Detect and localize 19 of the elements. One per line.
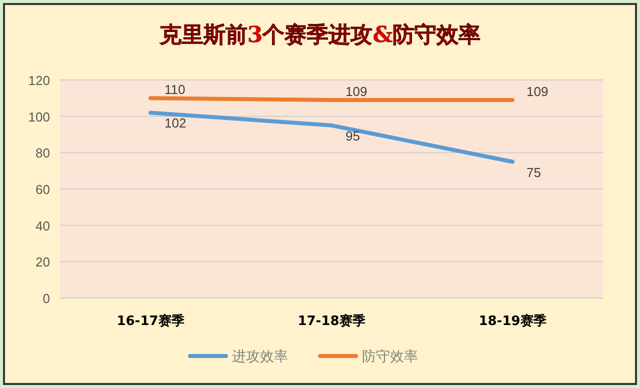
y-tick-label: 100	[28, 109, 50, 124]
data-label: 75	[526, 164, 541, 180]
y-tick-label: 40	[36, 218, 50, 234]
x-tick-label: 18-19赛季	[478, 313, 546, 329]
legend-label: 防守效率	[362, 349, 418, 365]
y-tick-label: 60	[36, 182, 50, 197]
data-label: 110	[164, 82, 186, 98]
y-tick-label: 120	[28, 73, 50, 88]
y-tick-label: 0	[42, 291, 50, 306]
legend-label: 进攻效率	[232, 349, 288, 365]
data-label: 95	[346, 128, 360, 144]
data-label: 109	[346, 84, 368, 99]
data-label: 102	[164, 116, 186, 131]
data-label: 109	[526, 84, 548, 99]
y-tick-label: 20	[36, 254, 50, 270]
x-tick-label: 16-17赛季	[116, 313, 184, 329]
chart-title: 克里斯前3个赛季进攻&防守效率	[158, 22, 481, 48]
y-tick-label: 80	[36, 146, 50, 161]
x-tick-label: 17-18赛季	[298, 313, 366, 329]
